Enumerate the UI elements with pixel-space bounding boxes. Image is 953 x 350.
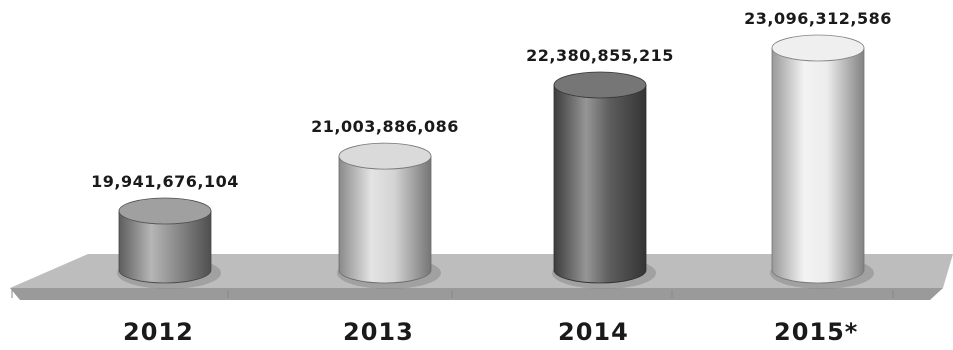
category-label: 2014 xyxy=(558,318,629,346)
bar-body xyxy=(553,84,647,284)
bar-top xyxy=(553,71,647,99)
category-label: 2013 xyxy=(343,318,414,346)
bar-body xyxy=(118,210,212,284)
bar-top xyxy=(118,197,212,225)
bar-2015 xyxy=(770,34,874,289)
category-label: 2012 xyxy=(123,318,194,346)
chart-floor-edge xyxy=(10,288,943,300)
data-label: 22,380,855,215 xyxy=(526,46,674,65)
bar-2013 xyxy=(337,142,441,289)
bar-top xyxy=(771,34,865,62)
data-labels-layer: 19,941,676,104 21,003,886,086 22,380,855,2… xyxy=(91,9,892,191)
data-label: 19,941,676,104 xyxy=(91,172,239,191)
chart-floor-layer xyxy=(10,254,953,300)
bar-2014 xyxy=(552,71,656,289)
chart-floor xyxy=(10,254,953,288)
bar-body xyxy=(771,47,865,284)
category-label: 2015* xyxy=(774,318,858,346)
bars-layer xyxy=(117,34,874,289)
data-label: 21,003,886,086 xyxy=(311,117,459,136)
data-label: 23,096,312,586 xyxy=(744,9,892,28)
bar-2012 xyxy=(117,197,221,289)
category-labels-layer: 2012 2013 2014 2015* xyxy=(123,318,858,346)
bar-body xyxy=(338,155,432,284)
bar-top xyxy=(338,142,432,170)
